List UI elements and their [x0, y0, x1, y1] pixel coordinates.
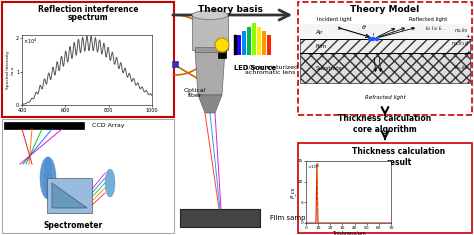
- Polygon shape: [198, 95, 222, 113]
- Text: +: +: [465, 35, 470, 39]
- Y-axis label: Spectral Intensity
/a.u.: Spectral Intensity /a.u.: [6, 51, 15, 89]
- Text: LED Source: LED Source: [234, 65, 276, 71]
- Text: $\times10^4$: $\times10^4$: [23, 36, 37, 46]
- Text: $\times10^6$: $\times10^6$: [307, 162, 320, 172]
- Bar: [300, 39, 470, 53]
- Text: Refracted light: Refracted light: [365, 94, 405, 99]
- Text: $\theta$: $\theta$: [361, 23, 367, 31]
- Bar: [300, 24, 470, 39]
- Circle shape: [368, 38, 372, 40]
- Bar: [4, 122, 84, 129]
- Text: Thickness calculation
core algorithm: Thickness calculation core algorithm: [338, 114, 432, 134]
- Bar: [2, 2, 174, 117]
- Text: Film: Film: [316, 43, 327, 48]
- Bar: [195, 47, 225, 52]
- Text: Thickness calculation
result: Thickness calculation result: [352, 147, 446, 167]
- Circle shape: [372, 38, 374, 40]
- Text: Incident light: Incident light: [317, 16, 351, 21]
- Text: spectrum: spectrum: [68, 13, 109, 23]
- Bar: [300, 53, 470, 83]
- Bar: [242, 31, 246, 55]
- Bar: [267, 35, 271, 55]
- Ellipse shape: [105, 169, 115, 197]
- Bar: [47, 178, 92, 213]
- Text: 10x miniaturized
achromatic lens: 10x miniaturized achromatic lens: [245, 65, 298, 75]
- Ellipse shape: [192, 11, 228, 20]
- Bar: [192, 15, 228, 50]
- Bar: [298, 2, 472, 115]
- Text: Theory Model: Theory Model: [350, 5, 419, 15]
- Circle shape: [215, 38, 229, 52]
- Text: +: +: [465, 79, 470, 85]
- Text: $I_0$: $I_0$: [337, 24, 343, 33]
- Bar: [298, 143, 472, 233]
- Bar: [172, 61, 178, 67]
- Polygon shape: [52, 183, 87, 208]
- Text: Substrate: Substrate: [316, 66, 343, 70]
- Text: Reflected light: Reflected light: [409, 16, 447, 21]
- Text: Air: Air: [316, 31, 323, 35]
- Bar: [2, 119, 174, 233]
- Text: $n_s, ks$: $n_s, ks$: [454, 64, 469, 72]
- Text: Film sample: Film sample: [270, 215, 312, 221]
- Text: Theory basis: Theory basis: [198, 5, 263, 15]
- Text: $I_{r1}\ I_{r2}\ I_{r...}$: $I_{r1}\ I_{r2}\ I_{r...}$: [425, 24, 447, 33]
- Text: Reflection interference: Reflection interference: [38, 5, 138, 15]
- X-axis label: Thickness/μm: Thickness/μm: [332, 231, 365, 235]
- Circle shape: [375, 38, 379, 40]
- Bar: [180, 209, 260, 213]
- Bar: [234, 35, 237, 55]
- Text: $n_1, k_1 d$: $n_1, k_1 d$: [451, 40, 469, 48]
- Ellipse shape: [40, 157, 56, 199]
- Bar: [237, 35, 241, 55]
- Bar: [252, 23, 256, 55]
- Text: Optical
fiber: Optical fiber: [184, 88, 206, 98]
- Bar: [247, 27, 251, 55]
- Bar: [257, 27, 261, 55]
- Text: $n_0, k_0$: $n_0, k_0$: [454, 27, 469, 35]
- Ellipse shape: [44, 157, 52, 199]
- Polygon shape: [195, 50, 225, 95]
- Text: +: +: [465, 50, 470, 55]
- Bar: [218, 46, 226, 58]
- Text: Spectrometer: Spectrometer: [44, 220, 103, 230]
- Bar: [262, 31, 266, 55]
- Text: CCD Array: CCD Array: [92, 124, 125, 129]
- Y-axis label: P_cs: P_cs: [291, 186, 296, 198]
- Bar: [180, 209, 260, 227]
